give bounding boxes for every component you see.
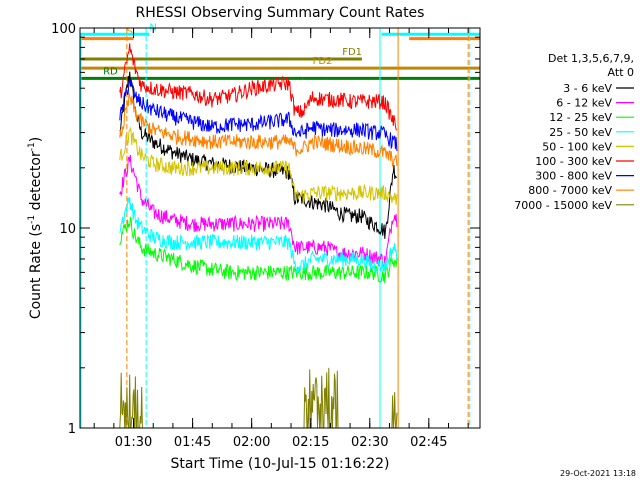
legend-label-6: 300 - 800 keV: [535, 170, 612, 183]
x-tick-label-1: 01:45: [174, 435, 211, 450]
flag-label-rd: RD: [103, 66, 118, 77]
series-layer: [119, 43, 398, 429]
flag-label-s: S: [127, 27, 133, 38]
y-axis-title: Count Rate (s-1 detector-1): [27, 137, 44, 319]
series-line-3: [119, 196, 398, 275]
x-tick-label-3: 02:15: [292, 435, 329, 450]
legend-header-attenuator: Att 0: [608, 66, 634, 79]
chart-title: RHESSI Observing Summary Count Rates: [136, 5, 425, 21]
legend-label-1: 6 - 12 keV: [556, 97, 612, 110]
series-line-1: [119, 154, 398, 270]
footer-timestamp: 29-Oct-2021 13:18: [560, 469, 636, 478]
series-line-7: [119, 92, 398, 167]
series-line-4: [119, 126, 398, 205]
y-tick-label-2: 100: [51, 22, 76, 37]
x-axis-title: Start Time (10-Jul-15 01:16:22): [170, 456, 389, 472]
legend-label-5: 100 - 300 keV: [535, 155, 612, 168]
legend-label-4: 50 - 100 keV: [542, 140, 612, 153]
y-axis-title-tail: detector: [28, 151, 44, 215]
flag-label-fd1: FD1: [342, 47, 362, 58]
legend: Det 1,3,5,6,7,9, Att 0 3 - 6 keV 6 - 12 k…: [514, 52, 634, 212]
legend-label-3: 25 - 50 keV: [549, 126, 612, 139]
legend-header-detectors: Det 1,3,5,6,7,9,: [548, 52, 634, 65]
x-tick-label-5: 02:45: [410, 435, 447, 450]
y-axis-title-close: ): [28, 137, 44, 142]
x-tick-label-0: 01:30: [115, 435, 152, 450]
legend-label-0: 3 - 6 keV: [563, 82, 612, 95]
series-line-2: [119, 216, 398, 284]
ticks-layer: 1 10 100 01:30 01:45 02:00 02:15 02:30 02:45: [51, 22, 480, 450]
series-line-6: [119, 78, 398, 152]
flag-label-fd2: FD2: [313, 56, 333, 67]
legend-label-8: 7000 - 15000 keV: [514, 199, 612, 212]
legend-label-2: 12 - 25 keV: [549, 111, 612, 124]
y-tick-label-0: 1: [68, 422, 76, 437]
y-axis-title-sup: -1: [27, 215, 37, 224]
x-tick-label-4: 02:30: [351, 435, 388, 450]
y-tick-label-1: 10: [59, 222, 76, 237]
legend-label-7: 800 - 7000 keV: [528, 184, 612, 197]
y-axis-title-sup2: -1: [27, 142, 37, 151]
y-axis-title-main: Count Rate (s: [28, 224, 44, 319]
x-tick-label-2: 02:00: [233, 435, 270, 450]
series-line-5: [119, 43, 398, 131]
